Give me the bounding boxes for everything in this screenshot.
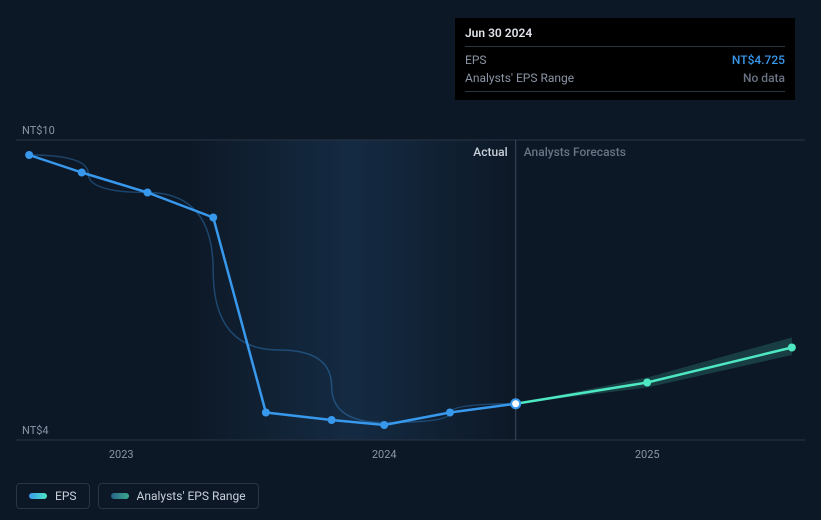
eps-actual-marker[interactable] [262, 409, 270, 417]
eps-actual-marker[interactable] [144, 189, 152, 197]
eps-actual-marker[interactable] [380, 421, 388, 429]
tooltip-value: NT$4.725 [732, 53, 785, 67]
x-axis-label: 2023 [109, 448, 134, 461]
highlight-marker[interactable] [511, 399, 520, 408]
legend-label: EPS [55, 489, 77, 503]
eps-chart-container: { "chart": { "type": "line", "width": 82… [0, 0, 821, 520]
eps-forecast-marker[interactable] [643, 379, 651, 387]
tooltip-label: EPS [465, 53, 487, 67]
tooltip-label: Analysts' EPS Range [465, 71, 574, 85]
eps-actual-marker[interactable] [328, 416, 336, 424]
tooltip-date: Jun 30 2024 [465, 26, 785, 47]
eps-actual-marker[interactable] [446, 409, 454, 417]
x-axis-label: 2024 [372, 448, 397, 461]
eps-actual-marker[interactable] [209, 214, 217, 222]
tooltip-row: EPS NT$4.725 [465, 51, 785, 69]
region-label-actual: Actual [473, 145, 507, 159]
legend-item[interactable]: Analysts' EPS Range [98, 483, 259, 509]
eps-actual-marker[interactable] [25, 151, 33, 159]
gradient-band [187, 140, 516, 440]
legend-label: Analysts' EPS Range [137, 489, 246, 503]
legend-swatch [111, 493, 129, 499]
chart-legend: EPS Analysts' EPS Range [16, 483, 259, 509]
tooltip-value: No data [743, 71, 785, 85]
forecast-band [516, 338, 792, 404]
legend-item[interactable]: EPS [16, 483, 90, 509]
y-axis-label: NT$4 [22, 424, 49, 437]
x-axis-label: 2025 [635, 448, 660, 461]
y-axis-label: NT$10 [22, 124, 55, 137]
eps-actual-marker[interactable] [78, 169, 86, 177]
chart-tooltip: Jun 30 2024 EPS NT$4.725 Analysts' EPS Ran… [455, 18, 795, 100]
region-label-forecast: Analysts Forecasts [524, 145, 626, 159]
legend-swatch [29, 493, 47, 499]
tooltip-row: Analysts' EPS Range No data [465, 69, 785, 92]
eps-forecast-marker[interactable] [788, 344, 796, 352]
